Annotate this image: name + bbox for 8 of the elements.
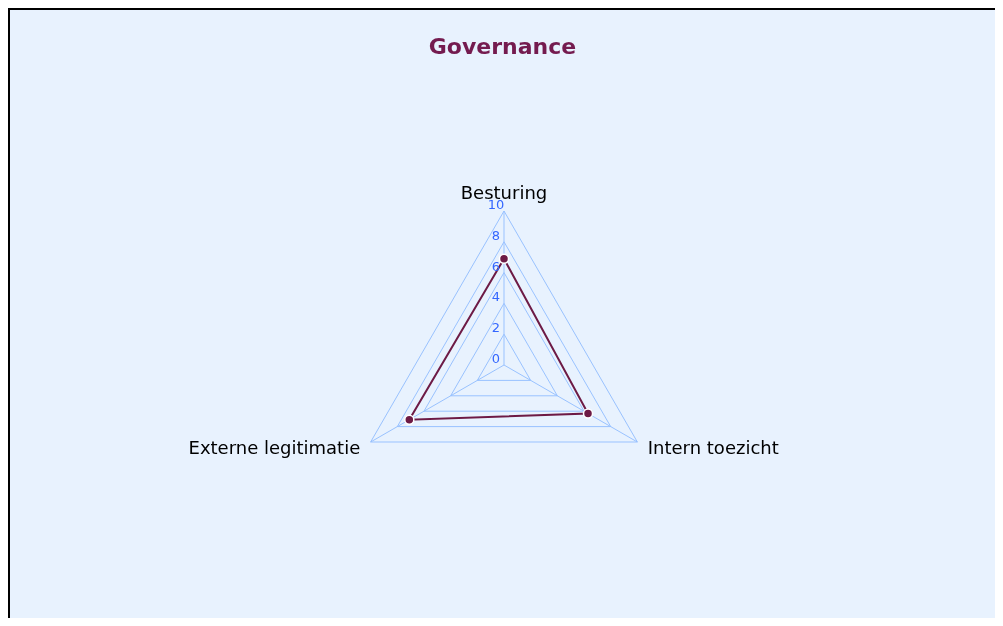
y-tick-label: 6 [491, 258, 501, 274]
spoke-label: Externe legitimatie [188, 437, 361, 459]
y-tick-label: 4 [491, 289, 501, 305]
spoke-label: Intern toezicht [647, 437, 779, 459]
y-tick-label: 2 [491, 320, 501, 336]
y-tick-label: 8 [491, 227, 501, 243]
y-tick-label: 0 [491, 351, 501, 366]
chart-title: Governance [427, 34, 578, 59]
